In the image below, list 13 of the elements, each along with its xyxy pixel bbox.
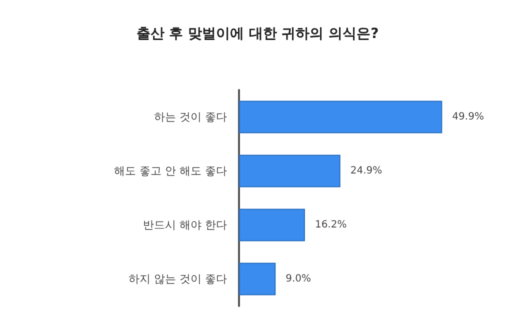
data-label: 16.2% <box>314 220 347 230</box>
y-tick-label: 해도 좋고 안 해도 좋다 <box>114 164 227 178</box>
y-tick-label: 하는 것이 좋다 <box>154 110 227 124</box>
bar <box>239 208 305 242</box>
bar <box>239 262 276 296</box>
data-label: 24.9% <box>350 166 382 176</box>
data-label: 49.9% <box>452 112 484 122</box>
data-label: 9.0% <box>286 274 312 284</box>
bar <box>239 100 442 134</box>
bar <box>239 154 340 188</box>
chart-title: 출산 후 맞벌이에 대한 귀하의 의식은? <box>136 26 379 42</box>
y-tick-label: 반드시 해야 한다 <box>143 218 227 232</box>
y-tick-label: 하지 않는 것이 좋다 <box>128 272 227 286</box>
